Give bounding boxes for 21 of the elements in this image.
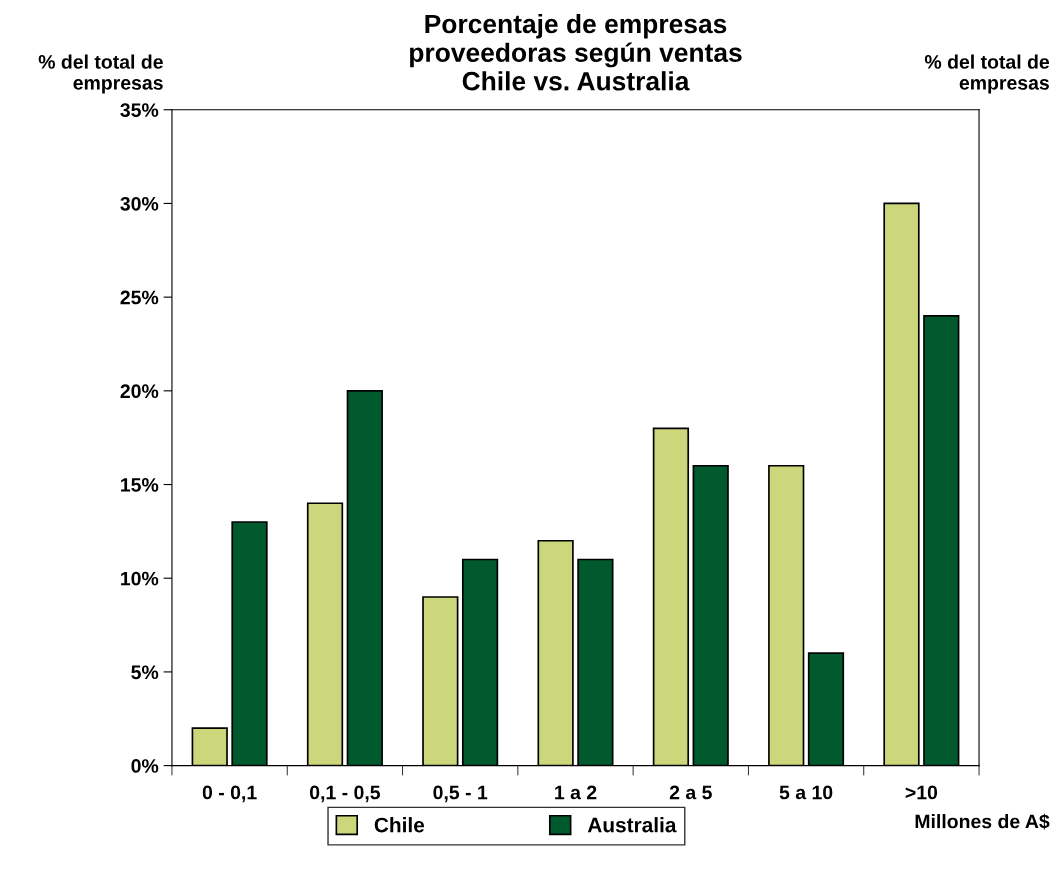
x-tick-label: 0,1 - 0,5 — [310, 785, 381, 803]
legend-label: Australia — [587, 817, 677, 833]
x-tick-label: >10 — [905, 785, 938, 800]
y-tick-label: 35% — [120, 103, 159, 118]
x-tick-label: 1 a 2 — [555, 785, 597, 800]
x-tick-label: 5 a 10 — [779, 785, 833, 800]
y-tick-label: 25% — [120, 290, 159, 305]
y-tick-label: 20% — [120, 384, 159, 399]
x-axis-title: Millones de A$ — [915, 813, 1050, 830]
x-tick-label: 2 a 5 — [669, 785, 712, 800]
x-tick-label: 0 - 0,1 — [202, 785, 257, 803]
y-tick-label: 0% — [131, 759, 159, 773]
text: % del total de empresas — [924, 54, 1050, 94]
x-tick-label: 0,5 - 1 — [433, 785, 488, 803]
chart-title: Porcentaje de empresas proveedoras según ventas Chile vs. Australia — [410, 13, 742, 91]
y-tick-label: 15% — [121, 478, 159, 492]
y-tick-label: 10% — [121, 571, 159, 586]
y-tick-label: 5% — [131, 665, 159, 680]
y-axis-title: % del total de empresas — [38, 54, 163, 94]
legend-label: Chile — [374, 817, 425, 833]
y-tick-label: 30% — [120, 196, 159, 211]
